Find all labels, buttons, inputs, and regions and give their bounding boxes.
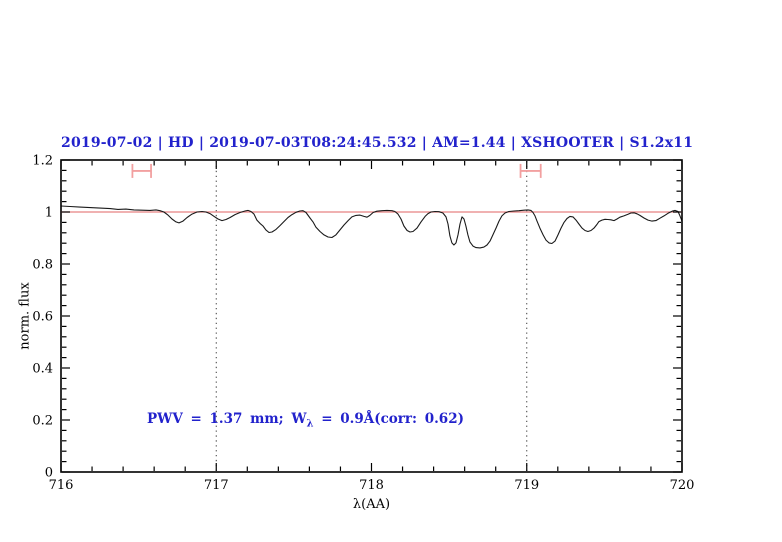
y-tick-label: 0.4 [32, 362, 53, 377]
x-tick-label: 720 [670, 478, 695, 493]
y-tick-label: 0.8 [32, 258, 53, 273]
x-axis-label: λ(AA) [352, 497, 391, 512]
pwv-annotation-subscript: λ [306, 418, 314, 430]
x-tick-label: 717 [204, 478, 229, 493]
spectrum-line [60, 205, 683, 249]
x-tick-label: 719 [514, 478, 539, 493]
pwv-annotation: PWV = 1.37 mm; Wλ = 0.9Å(corr: 0.62) [147, 411, 464, 430]
plot-title: 2019-07-02 | HD | 2019-07-03T08:24:45.53… [61, 135, 694, 151]
pwv-annotation-prefix: PWV = 1.37 mm; W [147, 411, 307, 427]
y-tick-label: 1.2 [32, 154, 53, 169]
x-tick-label: 718 [359, 478, 384, 493]
y-axis-label: norm. flux [17, 282, 33, 350]
y-tick-label: 1 [45, 206, 53, 221]
y-tick-label: 0 [45, 466, 53, 481]
x-tick-label: 716 [49, 478, 74, 493]
plot-frame [60, 159, 683, 473]
pwv-annotation-suffix: = 0.9Å(corr: 0.62) [313, 411, 464, 427]
y-tick-label: 0.6 [32, 310, 53, 325]
y-tick-label: 0.2 [32, 414, 53, 429]
